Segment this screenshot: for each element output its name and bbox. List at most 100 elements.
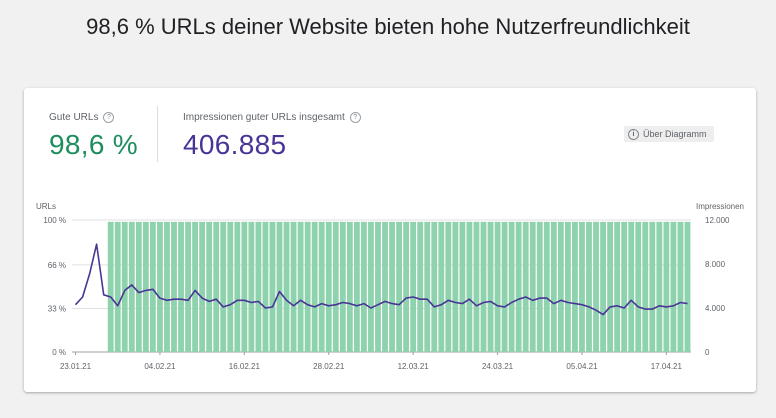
good-urls-bar xyxy=(466,221,473,352)
chart-card: Gute URLs ? 98,6 % Impressionen guter UR… xyxy=(24,88,756,392)
good-urls-bar xyxy=(677,221,684,352)
left-tick-label: 0 % xyxy=(52,348,66,357)
good-urls-bar xyxy=(642,221,649,352)
right-axis-title: Impressionen xyxy=(696,202,744,211)
good-urls-bar xyxy=(375,221,381,352)
right-tick-label: 8.000 xyxy=(705,260,726,269)
right-tick-label: 12.000 xyxy=(705,216,730,225)
good-urls-bar xyxy=(586,221,592,352)
good-urls-bar xyxy=(149,221,156,352)
good-urls-bar xyxy=(614,221,621,352)
good-urls-bar xyxy=(318,221,325,352)
good-urls-bar xyxy=(536,221,543,352)
good-urls-bar xyxy=(311,221,318,352)
good-urls-bar xyxy=(628,221,635,352)
x-tick-label: 28.02.21 xyxy=(313,362,345,371)
good-urls-bar xyxy=(297,221,304,352)
good-urls-bar xyxy=(417,221,424,352)
good-urls-bar xyxy=(255,221,262,352)
metric-divider xyxy=(157,106,158,162)
good-urls-bar xyxy=(508,221,515,352)
good-urls-bar xyxy=(135,221,142,352)
good-urls-bar xyxy=(452,221,459,352)
help-icon[interactable]: ? xyxy=(103,112,115,123)
good-urls-bar xyxy=(227,221,234,352)
good-urls-metric[interactable]: Gute URLs ? 98,6 % xyxy=(49,112,138,161)
good-urls-bar xyxy=(396,221,403,352)
good-urls-bar xyxy=(487,221,494,352)
good-urls-bar xyxy=(684,221,691,352)
good-urls-bar xyxy=(403,221,410,352)
good-urls-bar xyxy=(107,221,114,352)
good-urls-bar xyxy=(670,221,677,352)
good-urls-bar xyxy=(494,221,501,352)
good-urls-bar xyxy=(635,221,642,352)
about-chart-label: Über Diagramm xyxy=(643,129,707,139)
good-urls-bar xyxy=(529,221,536,352)
x-tick-label: 16.02.21 xyxy=(229,362,261,371)
good-urls-bar xyxy=(564,221,571,352)
good-urls-bar xyxy=(114,221,121,352)
good-urls-bar xyxy=(206,221,213,352)
good-urls-bar xyxy=(241,221,248,352)
about-chart-button[interactable]: i Über Diagramm xyxy=(624,126,714,142)
good-urls-bar xyxy=(346,221,353,352)
good-urls-bar xyxy=(248,221,255,352)
good-urls-bar xyxy=(178,221,184,352)
left-tick-label: 66 % xyxy=(48,261,66,270)
good-urls-bar xyxy=(382,221,388,352)
good-urls-bar xyxy=(501,221,508,352)
good-urls-bar xyxy=(171,221,177,352)
good-urls-bar xyxy=(550,221,557,352)
good-urls-bar xyxy=(213,221,220,352)
good-urls-bar xyxy=(543,221,550,352)
good-urls-bar xyxy=(290,221,297,352)
left-tick-label: 100 % xyxy=(43,216,66,225)
left-tick-label: 33 % xyxy=(48,304,66,313)
good-urls-bar xyxy=(269,221,276,352)
good-urls-bar xyxy=(332,221,339,352)
good-urls-bar xyxy=(600,221,606,352)
right-tick-label: 0 xyxy=(705,348,710,357)
x-tick-label: 17.04.21 xyxy=(651,362,683,371)
good-urls-bar xyxy=(459,221,466,352)
good-urls-bar xyxy=(142,221,149,352)
impressions-metric[interactable]: Impressionen guter URLs insgesamt ? 406.… xyxy=(183,112,361,161)
good-urls-bar xyxy=(557,221,564,352)
good-urls-bar xyxy=(121,221,128,352)
good-urls-bar xyxy=(192,221,199,352)
good-urls-bar xyxy=(515,221,522,352)
good-urls-bar xyxy=(276,221,283,352)
good-urls-bar xyxy=(283,221,290,352)
page-headline: 98,6 % URLs deiner Website bieten hohe N… xyxy=(86,14,690,39)
left-axis-title: URLs xyxy=(36,202,56,211)
x-tick-label: 24.03.21 xyxy=(482,362,514,371)
good-urls-bar xyxy=(185,221,191,352)
right-tick-label: 4.000 xyxy=(705,304,726,313)
good-urls-bar xyxy=(234,221,241,352)
good-urls-bar xyxy=(522,221,529,352)
good-urls-bar xyxy=(579,221,585,352)
impressions-line xyxy=(74,243,688,316)
good-urls-bar xyxy=(220,221,227,352)
good-urls-bar xyxy=(473,221,480,352)
good-urls-bar xyxy=(663,221,670,352)
help-icon[interactable]: ? xyxy=(349,112,361,123)
good-urls-bar xyxy=(339,221,346,352)
x-tick-label: 05.04.21 xyxy=(566,362,598,371)
good-urls-bar xyxy=(431,221,438,352)
good-urls-bar xyxy=(621,221,628,352)
good-urls-bar xyxy=(656,221,663,352)
good-urls-bar xyxy=(649,221,656,352)
impressions-label: Impressionen guter URLs insgesamt xyxy=(183,112,345,123)
good-urls-bar xyxy=(353,221,360,352)
x-tick-label: 23.01.21 xyxy=(60,362,92,371)
good-urls-bar xyxy=(389,221,395,352)
good-urls-bar xyxy=(199,221,206,352)
good-urls-bar xyxy=(368,221,374,352)
good-urls-value: 98,6 % xyxy=(49,129,138,160)
urls-impressions-chart: URLs Impressionen 100 % 66 % 33 % 0 % 12.000… xyxy=(36,202,744,371)
good-urls-bar xyxy=(424,221,431,352)
info-icon: i xyxy=(628,128,639,140)
good-urls-bar xyxy=(480,221,487,352)
